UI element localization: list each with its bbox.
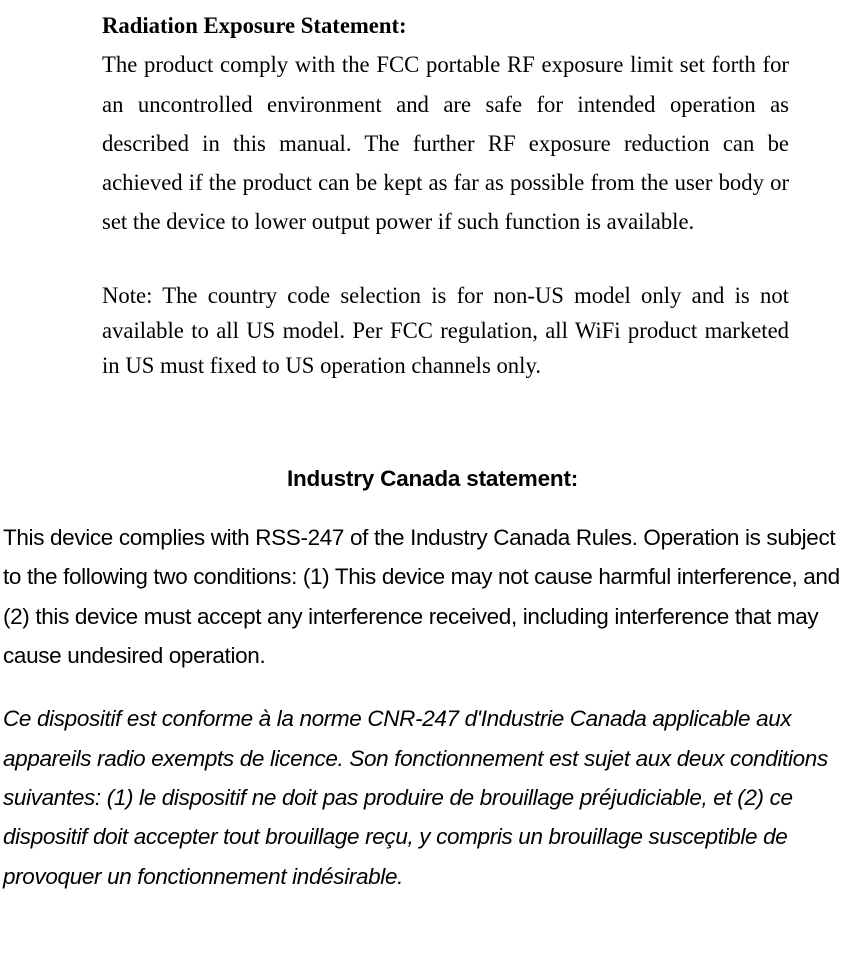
radiation-exposure-heading: Radiation Exposure Statement:: [102, 13, 407, 38]
industry-canada-paragraph-en: This device complies with RSS-247 of the…: [0, 518, 865, 676]
country-code-note: Note: The country code selection is for …: [0, 278, 865, 384]
spacer: [0, 242, 865, 278]
spacer: [0, 384, 865, 466]
industry-canada-paragraph-fr: Ce dispositif est conforme à la norme CN…: [0, 699, 865, 896]
radiation-exposure-body: The product comply with the FCC portable…: [102, 45, 789, 241]
industry-canada-heading: Industry Canada statement:: [0, 466, 865, 492]
radiation-exposure-section: Radiation Exposure Statement: The produc…: [0, 0, 865, 242]
